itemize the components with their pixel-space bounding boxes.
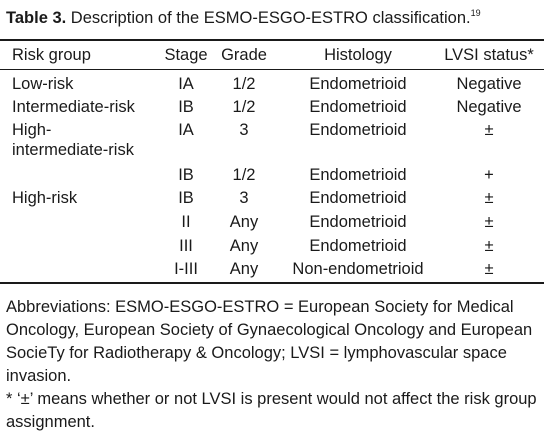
row-4-lvsi-status: + [484,166,494,184]
row-8-histology: Non-endometrioid [292,260,424,278]
row-7-stage: III [179,237,193,255]
row-3-histology: Endometrioid [309,121,407,139]
row-3-grade: 3 [239,121,249,139]
row-5-risk-group: High-risk [12,189,78,207]
header-histology: Histology [324,46,392,64]
abbreviations-note: Abbreviations: ESMO-ESGO-ESTRO = Europea… [6,298,533,385]
row-6-lvsi-status: ± [484,213,494,231]
row-4-grade: 1/2 [232,166,256,184]
row-8-grade: Any [229,260,259,278]
row-3-risk-group-line2: intermediate-risk [12,141,134,159]
row-6-histology: Endometrioid [309,213,407,231]
row-2-risk-group: Intermediate-risk [12,98,135,116]
row-7-histology: Endometrioid [309,237,407,255]
row-4-histology: Endometrioid [309,166,407,184]
row-2-histology: Endometrioid [309,98,407,116]
row-4-stage: IB [178,166,194,184]
top-rule [0,39,544,41]
header-rule [0,69,544,70]
row-5-histology: Endometrioid [309,189,407,207]
header-risk-group: Risk group [12,46,91,64]
row-3-stage: IA [178,121,194,139]
row-8-stage: I-III [174,260,198,278]
row-1-lvsi-status: Negative [456,75,522,93]
bottom-rule [0,282,544,284]
row-2-lvsi-status: Negative [456,98,522,116]
header-stage: Stage [164,46,208,64]
row-6-stage: II [181,213,191,231]
row-6-grade: Any [229,213,259,231]
caption-text: Description of the ESMO-ESGO-ESTRO class… [66,9,471,27]
reference-superscript: 19 [470,8,481,18]
row-1-histology: Endometrioid [309,75,407,93]
table-caption: Table 3. Description of the ESMO-ESGO-ES… [6,8,481,28]
row-8-lvsi-status: ± [484,260,494,278]
row-1-grade: 1/2 [232,75,256,93]
row-2-grade: 1/2 [232,98,256,116]
header-lvsi-status: LVSI status* [444,46,534,64]
row-3-risk-group: High- [12,121,52,139]
header-grade: Grade [221,46,267,64]
asterisk-note: * ‘±’ means whether or not LVSI is prese… [6,390,537,431]
row-7-lvsi-status: ± [484,237,494,255]
row-1-risk-group: Low-risk [12,75,74,93]
row-5-lvsi-status: ± [484,189,494,207]
row-3-lvsi-status: ± [484,121,494,139]
table-label: Table 3. [6,9,67,27]
row-5-stage: IB [178,189,194,207]
row-7-grade: Any [229,237,259,255]
row-5-grade: 3 [239,189,249,207]
table-footnotes: Abbreviations: ESMO-ESGO-ESTRO = Europea… [6,296,538,434]
row-1-stage: IA [178,75,194,93]
row-2-stage: IB [178,98,194,116]
